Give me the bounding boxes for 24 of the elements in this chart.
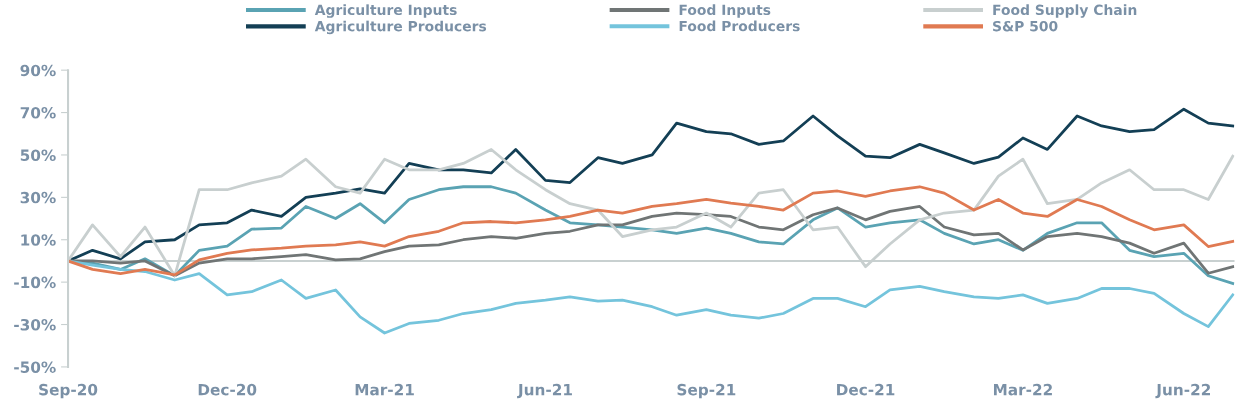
y-tick-label: 70% xyxy=(20,107,56,119)
x-tick-label: Mar-21 xyxy=(355,383,414,396)
y-tick-label: -50% xyxy=(14,361,56,373)
legend-label: Food Inputs xyxy=(679,4,771,18)
x-tick-label: Mar-22 xyxy=(993,383,1052,396)
x-tick-label: Dec-20 xyxy=(198,383,257,396)
x-tick-label: Sep-20 xyxy=(39,383,98,399)
legend-label: Food Supply Chain xyxy=(993,4,1137,18)
legend-label: Food Producers xyxy=(679,20,800,32)
x-tick-label: Jun-22 xyxy=(1155,383,1210,399)
y-tick-label: -30% xyxy=(14,318,56,331)
x-tick-label: Sep-21 xyxy=(677,383,736,399)
legend-label: Agriculture Producers xyxy=(314,20,487,35)
legend-label: S&P 500 xyxy=(993,20,1058,32)
legend-label: Agriculture Inputs xyxy=(314,4,457,18)
x-tick-label: Jun-21 xyxy=(517,383,572,399)
y-tick-label: 50% xyxy=(20,149,56,161)
y-tick-label: 30% xyxy=(20,191,56,204)
y-tick-label: 10% xyxy=(21,234,56,246)
y-tick-label: -10% xyxy=(14,276,56,289)
line-series xyxy=(68,259,1235,335)
x-tick-label: Dec-21 xyxy=(837,383,895,396)
y-tick-label: 90% xyxy=(20,64,56,77)
line-series xyxy=(68,107,1235,263)
